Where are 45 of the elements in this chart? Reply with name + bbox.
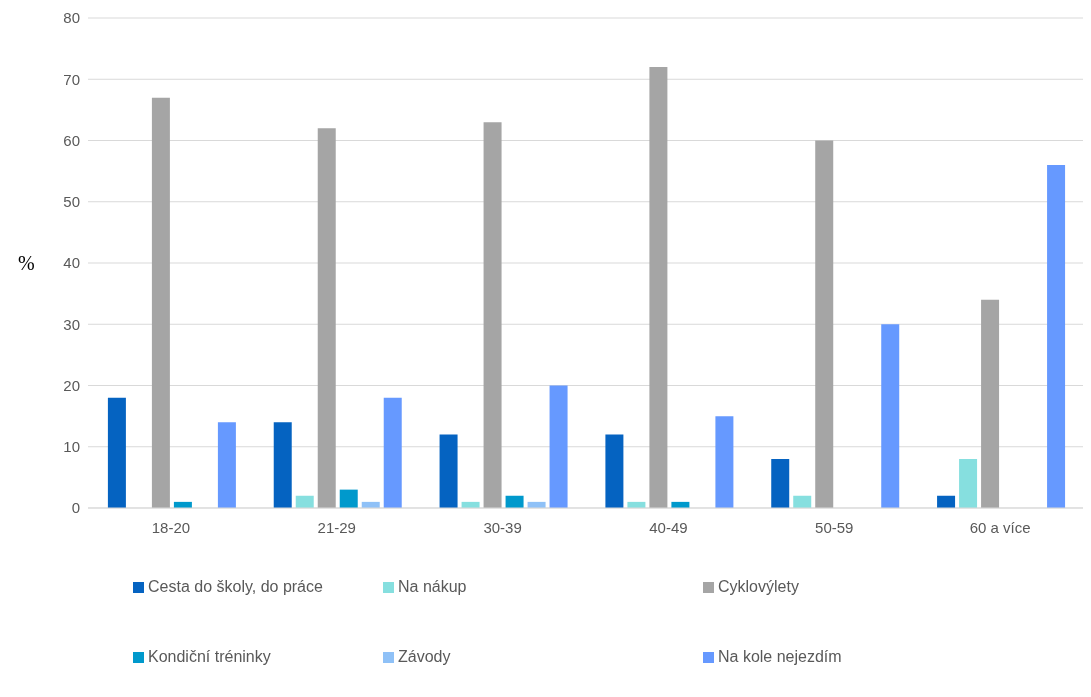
y-axis-title: %	[18, 252, 35, 275]
bar	[549, 385, 568, 508]
y-tick-label: 10	[63, 438, 80, 456]
bar	[217, 422, 236, 508]
y-tick-label: 70	[63, 70, 80, 88]
bar	[505, 495, 524, 508]
bar	[339, 489, 358, 508]
legend-label: Kondiční tréninky	[148, 648, 271, 666]
x-tick-label: 60 a více	[969, 518, 1031, 536]
bar	[881, 324, 900, 508]
bar	[715, 416, 734, 508]
x-tick-label: 30-39	[483, 518, 522, 536]
bar	[317, 128, 336, 508]
bar	[439, 434, 458, 508]
x-tick-label: 50-59	[815, 518, 854, 536]
bar	[605, 434, 624, 508]
y-tick-label: 20	[63, 376, 80, 394]
legend-label: Na kole nejezdím	[718, 648, 842, 666]
bar	[959, 459, 978, 508]
y-tick-label: 0	[71, 499, 80, 517]
y-tick-label: 30	[63, 315, 80, 333]
y-tick-label: 80	[63, 9, 80, 27]
bar	[1047, 165, 1066, 508]
bar	[815, 140, 834, 508]
bar	[483, 122, 502, 508]
x-tick-label: 21-29	[317, 518, 356, 536]
bar	[981, 299, 1000, 508]
y-tick-label: 60	[63, 131, 80, 149]
bar	[107, 397, 126, 508]
bar	[793, 495, 812, 508]
x-tick-label: 18-20	[151, 518, 191, 536]
legend-label: Závody	[398, 648, 451, 666]
bar	[273, 422, 292, 508]
y-tick-label: 40	[63, 254, 80, 272]
x-tick-label: 40-49	[649, 518, 688, 536]
bar	[937, 495, 956, 508]
legend-label: Cesta do školy, do práce	[148, 578, 323, 596]
bar	[151, 97, 170, 508]
bar	[295, 495, 314, 508]
y-tick-label: 50	[63, 193, 80, 211]
bar	[383, 397, 402, 508]
legend-label: Cyklovýlety	[718, 578, 799, 596]
bar	[771, 459, 790, 508]
legend-label: Na nákup	[398, 578, 467, 596]
bar	[649, 67, 668, 508]
